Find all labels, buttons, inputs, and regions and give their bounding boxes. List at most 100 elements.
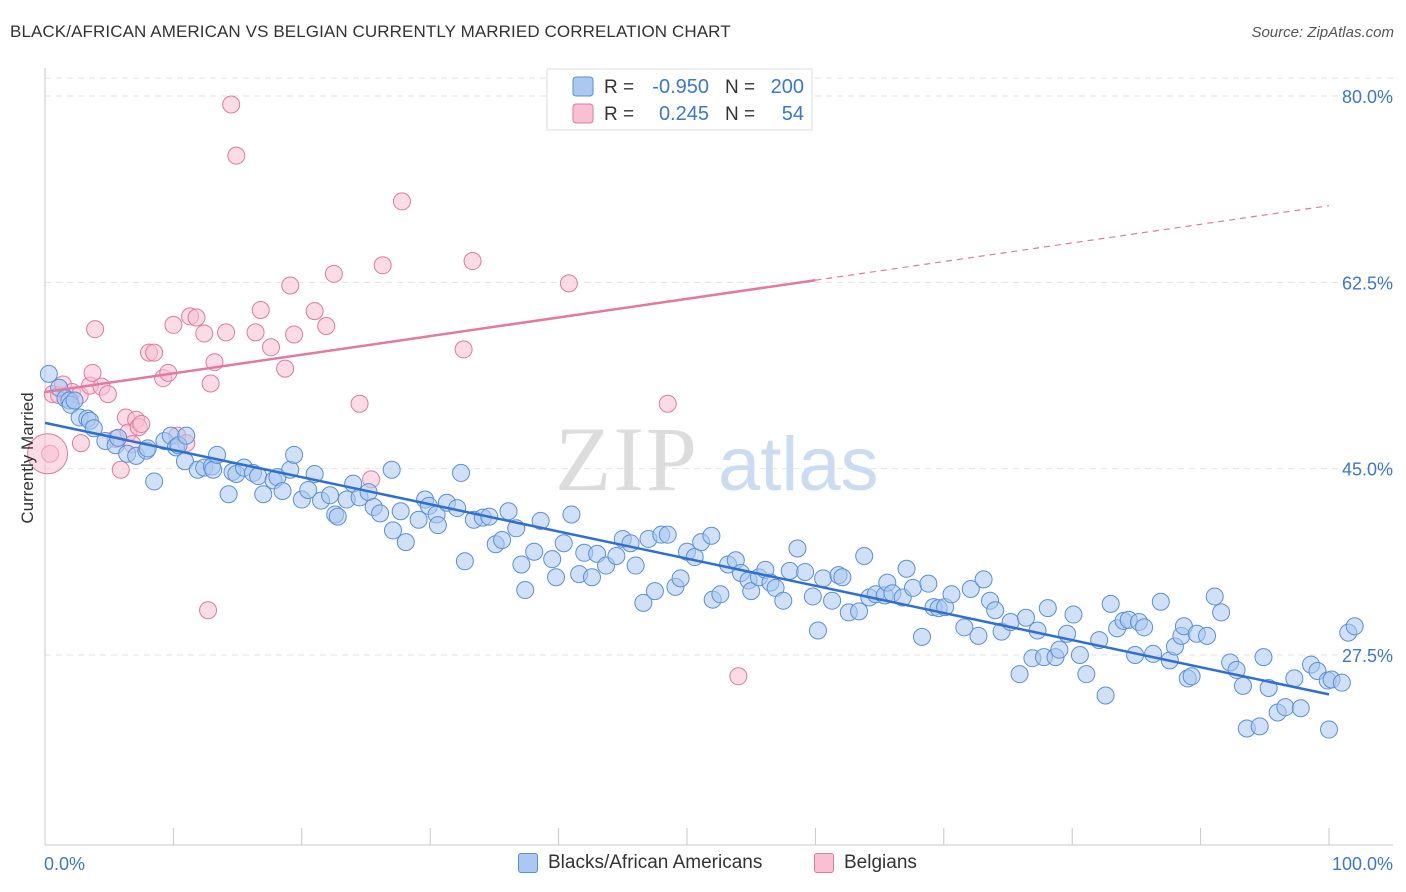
data-point-blacks	[855, 546, 874, 565]
data-point-belgians	[187, 308, 206, 327]
data-point-blacks	[39, 364, 58, 383]
data-point-blacks	[833, 568, 852, 587]
data-point-blacks	[516, 581, 535, 600]
data-point-blacks	[1101, 594, 1120, 613]
x-tick-label-max: 100.0%	[1332, 854, 1393, 874]
data-point-blacks	[499, 502, 518, 521]
data-point-blacks	[65, 391, 84, 410]
data-point-belgians	[251, 301, 270, 320]
data-point-blacks	[961, 579, 980, 598]
data-point-blacks	[409, 510, 428, 529]
data-point-blacks	[1233, 676, 1252, 695]
data-point-blacks	[177, 426, 196, 445]
data-point-blacks	[903, 578, 922, 597]
data-point-belgians	[285, 325, 304, 344]
data-point-belgians	[199, 601, 218, 620]
data-point-blacks	[1050, 640, 1069, 659]
data-point-blacks	[382, 460, 401, 479]
watermark-zip: ZIP	[555, 408, 699, 510]
data-point-blacks	[204, 460, 223, 479]
data-point-blacks	[942, 585, 961, 604]
data-point-belgians	[658, 394, 677, 413]
data-point-blacks	[1135, 618, 1154, 637]
data-point-blacks	[1291, 699, 1310, 718]
data-point-blacks	[912, 627, 931, 646]
y-axis-label: Currently Married	[18, 392, 37, 523]
watermark: ZIP atlas	[555, 408, 879, 510]
data-point-blacks	[808, 621, 827, 640]
data-point-blacks	[1285, 669, 1304, 688]
legend-swatch-belgians	[814, 853, 834, 873]
legend-label-blacks: Blacks/African Americans	[548, 852, 763, 873]
data-point-blacks	[1064, 605, 1083, 624]
data-point-belgians	[111, 460, 130, 479]
data-point-blacks	[455, 552, 474, 571]
data-point-blacks	[645, 582, 664, 601]
y-tick-label: 27.5%	[1342, 646, 1393, 666]
legend-item-belgians: Belgians	[814, 852, 917, 874]
data-point-blacks	[383, 521, 402, 540]
data-point-belgians	[246, 323, 265, 342]
data-point-blacks	[974, 570, 993, 589]
data-point-belgians	[454, 340, 473, 359]
data-point-blacks	[525, 542, 544, 561]
data-point-blacks	[1250, 717, 1269, 736]
data-point-blacks	[897, 559, 916, 578]
x-ticks	[44, 828, 1330, 845]
data-point-blacks	[285, 445, 304, 464]
data-point-blacks	[582, 568, 601, 587]
legend-label-belgians: Belgians	[844, 852, 917, 873]
series-blacks-points	[39, 364, 1364, 739]
data-point-blacks	[1182, 667, 1201, 686]
data-point-belgians	[195, 324, 214, 343]
data-point-blacks	[788, 539, 807, 558]
trend-line-blacks	[44, 421, 1330, 696]
data-point-blacks	[850, 602, 869, 621]
data-point-belgians	[559, 274, 578, 293]
data-point-blacks	[634, 593, 653, 612]
data-point-belgians	[98, 385, 117, 404]
data-point-blacks	[493, 531, 512, 550]
data-point-blacks	[1077, 665, 1096, 684]
data-point-belgians	[83, 363, 102, 382]
data-point-blacks	[1345, 617, 1364, 636]
data-point-blacks	[328, 507, 347, 526]
data-point-blacks	[391, 502, 410, 521]
legend-top-r-value-1: -0.950	[652, 76, 709, 98]
y-tick-label: 80.0%	[1342, 87, 1393, 107]
data-point-blacks	[1320, 720, 1338, 739]
data-point-blacks	[702, 526, 721, 545]
data-point-blacks	[780, 561, 799, 580]
legend-top-swatch-pink	[572, 103, 594, 124]
trend-line-belgians-extension	[815, 205, 1330, 281]
data-point-belgians	[350, 394, 369, 413]
legend-top: R = -0.950 N = 200 R = 0.245 N = 54	[546, 68, 813, 131]
chart-source: Source: ZipAtlas.com	[1251, 24, 1394, 41]
data-point-blacks	[1212, 603, 1231, 622]
data-point-blacks	[803, 587, 822, 606]
data-point-blacks	[428, 516, 447, 535]
data-point-belgians	[27, 433, 69, 475]
trend-lines	[44, 205, 1330, 696]
data-point-blacks	[796, 562, 815, 581]
data-point-belgians	[222, 95, 241, 114]
data-point-blacks	[512, 555, 531, 574]
grid-lines	[45, 77, 1393, 656]
data-point-blacks	[321, 486, 340, 505]
legend-top-r-label-1: R =	[604, 77, 634, 98]
legend-top-r-value-2: 0.245	[659, 103, 709, 125]
data-point-blacks	[562, 505, 581, 524]
data-point-blacks	[814, 569, 833, 588]
legend-top-n-value-2: 54	[782, 103, 804, 125]
data-point-blacks	[145, 472, 164, 491]
legend-top-n-label-2: N =	[725, 104, 755, 125]
data-point-blacks	[1010, 665, 1029, 684]
data-point-blacks	[396, 533, 415, 552]
data-point-belgians	[201, 374, 220, 393]
data-point-blacks	[986, 601, 1005, 620]
data-point-blacks	[1016, 608, 1035, 627]
data-point-blacks	[219, 485, 238, 504]
chart-title: BLACK/AFRICAN AMERICAN VS BELGIAN CURREN…	[10, 22, 731, 41]
data-point-blacks	[371, 504, 390, 523]
x-tick-label-min: 0.0%	[44, 854, 85, 874]
